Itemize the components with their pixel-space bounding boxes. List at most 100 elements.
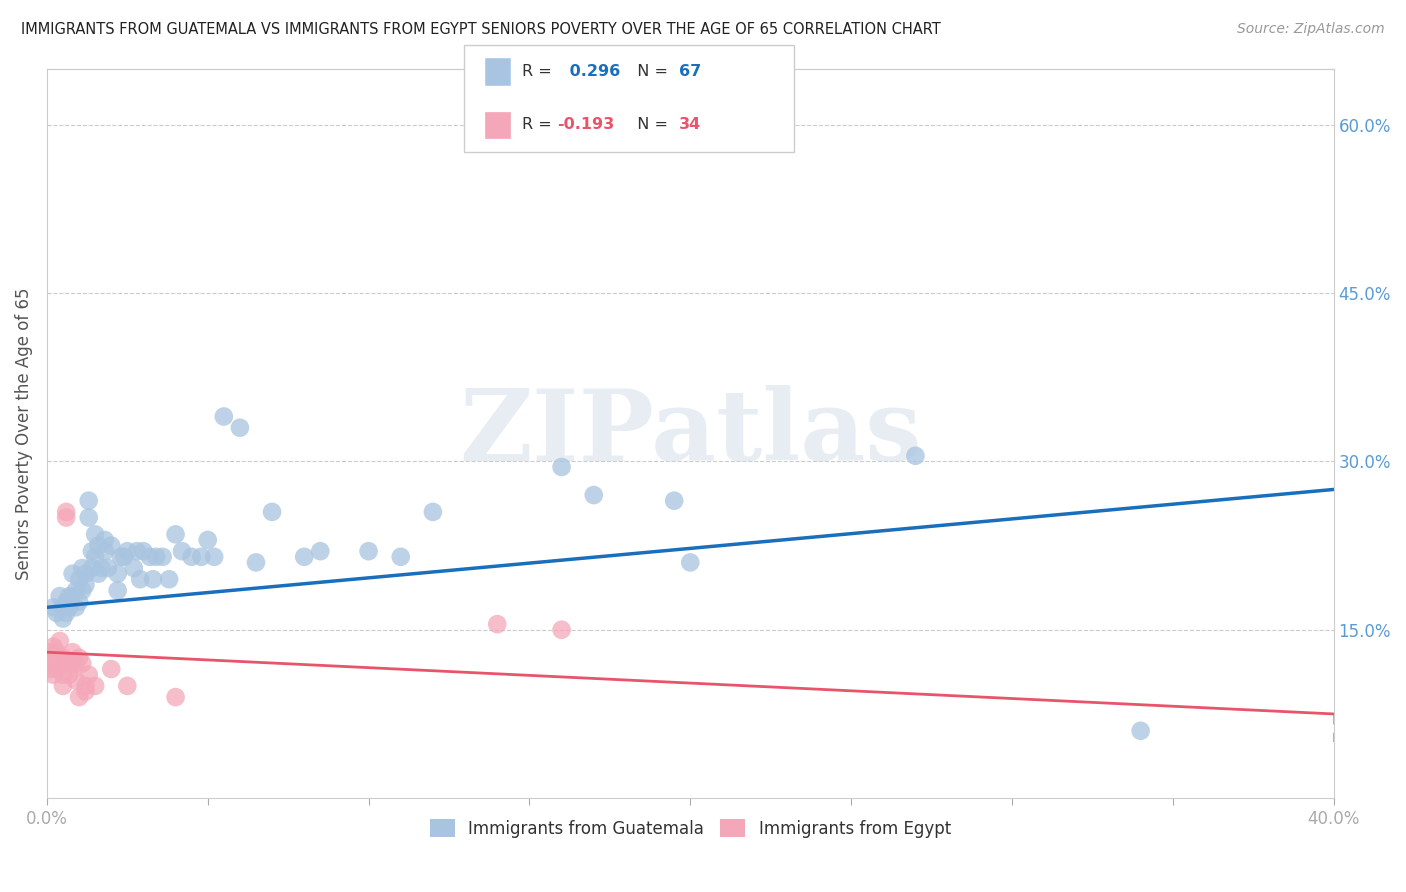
Point (100, 539, 122, 553)
Point (49, 634, 72, 648)
Y-axis label: Seniors Poverty Over the Age of 65: Seniors Poverty Over the Age of 65 (15, 287, 32, 580)
Point (117, 679, 139, 693)
Point (72, 561, 94, 575)
Point (90, 561, 112, 575)
Point (87, 566, 110, 581)
Point (55, 595, 77, 609)
Point (97, 561, 120, 575)
Point (49, 589, 72, 603)
Point (550, 623, 572, 637)
Point (679, 556, 702, 570)
Point (664, 493, 686, 508)
Point (55, 606, 77, 620)
Point (486, 617, 509, 632)
Point (165, 690, 187, 705)
Point (100, 662, 122, 676)
Point (550, 460, 572, 475)
Point (39, 662, 62, 676)
Point (180, 549, 202, 564)
Point (45, 662, 67, 676)
Text: R =: R = (522, 64, 557, 78)
Point (117, 544, 139, 558)
Point (357, 544, 380, 558)
Point (84, 679, 107, 693)
Text: IMMIGRANTS FROM GUATEMALA VS IMMIGRANTS FROM EGYPT SENIORS POVERTY OVER THE AGE : IMMIGRANTS FROM GUATEMALA VS IMMIGRANTS … (21, 22, 941, 37)
Point (262, 505, 284, 519)
Point (107, 583, 129, 598)
Point (42, 640, 65, 654)
Point (157, 572, 180, 586)
Point (197, 533, 219, 547)
Point (77, 510, 100, 524)
Point (62, 566, 84, 581)
Point (292, 549, 315, 564)
Text: N =: N = (627, 64, 673, 78)
Text: 0.296: 0.296 (564, 64, 620, 78)
Point (77, 667, 100, 681)
Point (42, 667, 65, 681)
Point (65, 600, 87, 615)
Point (84, 549, 107, 564)
Point (212, 409, 235, 424)
Point (75, 679, 97, 693)
Point (58, 589, 80, 603)
Point (67, 690, 90, 705)
Point (75, 566, 97, 581)
Text: ZIPatlas: ZIPatlas (458, 384, 921, 482)
Point (75, 684, 97, 698)
Point (129, 572, 152, 586)
Point (39, 645, 62, 659)
Point (190, 549, 212, 564)
Text: 34: 34 (679, 118, 702, 132)
Point (62, 645, 84, 659)
Point (42, 650, 65, 665)
Point (58, 600, 80, 615)
Point (132, 544, 155, 558)
Point (49, 650, 72, 665)
Point (202, 549, 225, 564)
Point (67, 650, 90, 665)
Point (52, 600, 75, 615)
Point (72, 583, 94, 598)
Text: R =: R = (522, 118, 557, 132)
Point (139, 549, 162, 564)
Point (142, 572, 165, 586)
Point (94, 533, 117, 547)
Point (245, 556, 267, 570)
Point (110, 549, 132, 564)
Point (77, 493, 100, 508)
Point (52, 611, 75, 625)
Point (49, 657, 72, 671)
Point (42, 600, 65, 615)
Point (1129, 723, 1152, 738)
Point (170, 544, 193, 558)
Point (45, 606, 67, 620)
Text: 67: 67 (679, 64, 702, 78)
Point (152, 549, 174, 564)
Point (58, 667, 80, 681)
Point (309, 544, 332, 558)
Point (80, 561, 103, 575)
Point (107, 566, 129, 581)
Point (145, 549, 167, 564)
Text: N =: N = (627, 118, 673, 132)
Point (62, 589, 84, 603)
Point (67, 572, 90, 586)
Point (45, 657, 67, 671)
Point (112, 549, 135, 564)
Point (80, 544, 103, 558)
Point (582, 488, 605, 502)
Point (422, 505, 444, 519)
Point (94, 544, 117, 558)
Point (65, 583, 87, 598)
Point (52, 667, 75, 681)
Point (75, 578, 97, 592)
Point (122, 561, 145, 575)
Point (52, 679, 75, 693)
Point (65, 673, 87, 688)
Point (125, 544, 148, 558)
Point (229, 421, 252, 435)
Point (165, 527, 187, 541)
Point (87, 539, 110, 553)
Point (65, 657, 87, 671)
